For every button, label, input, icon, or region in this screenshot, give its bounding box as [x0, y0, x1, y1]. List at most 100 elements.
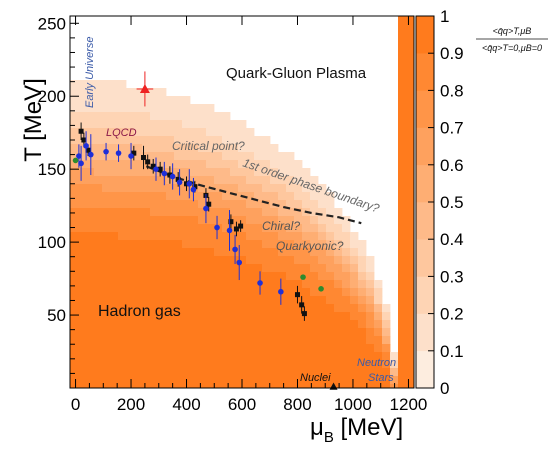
- heatmap-cell: [334, 360, 343, 369]
- heatmap-cell: [310, 296, 319, 305]
- heatmap-cell: [174, 136, 183, 145]
- heatmap-cell: [134, 264, 143, 273]
- heatmap-cell: [182, 360, 191, 369]
- data-point-circle: [232, 246, 238, 253]
- heatmap-cell: [286, 208, 295, 217]
- heatmap-cell: [190, 320, 199, 329]
- heatmap-cell: [254, 192, 263, 201]
- heatmap-cell: [318, 344, 327, 353]
- heatmap-cell: [318, 296, 327, 305]
- heatmap-cell: [270, 312, 279, 321]
- heatmap-cell: [102, 176, 111, 185]
- x-tick-label: 200: [117, 395, 145, 414]
- heatmap-cell: [70, 280, 79, 289]
- heatmap-cell: [318, 336, 327, 345]
- heatmap-cell: [166, 384, 175, 389]
- heatmap-cell: [326, 368, 335, 377]
- heatmap-cell: [214, 344, 223, 353]
- heatmap-cell: [406, 32, 415, 41]
- heatmap-cell: [270, 216, 279, 225]
- heatmap-cell: [358, 312, 367, 321]
- heatmap-cell: [78, 304, 87, 313]
- heatmap-cell: [118, 384, 127, 389]
- heatmap-cell: [214, 336, 223, 345]
- heatmap-cell: [326, 344, 335, 353]
- heatmap-cell: [86, 288, 95, 297]
- heatmap-cell: [190, 368, 199, 377]
- heatmap-cell: [158, 184, 167, 193]
- heatmap-cell: [278, 200, 287, 209]
- heatmap-cell: [342, 224, 351, 233]
- heatmap-cell: [302, 224, 311, 233]
- heatmap-cell: [318, 224, 327, 233]
- heatmap-cell: [118, 328, 127, 337]
- heatmap-cell: [230, 352, 239, 361]
- heatmap-cell: [358, 336, 367, 345]
- heatmap-cell: [190, 352, 199, 361]
- heatmap-cell: [166, 328, 175, 337]
- heatmap-cell: [358, 272, 367, 281]
- heatmap-cell: [398, 192, 407, 201]
- heatmap-cell: [94, 336, 103, 345]
- heatmap-cell: [94, 80, 103, 89]
- data-point-circle: [236, 259, 243, 266]
- heatmap-cell: [78, 120, 87, 129]
- heatmap-cell: [214, 144, 223, 153]
- heatmap-cell: [142, 376, 151, 385]
- heatmap-cell: [126, 184, 135, 193]
- heatmap-cell: [270, 240, 279, 249]
- heatmap-cell: [350, 232, 359, 241]
- heatmap-cell: [206, 264, 215, 273]
- heatmap-cell: [118, 144, 127, 153]
- heatmap-cell: [166, 256, 175, 265]
- heatmap-cell: [166, 248, 175, 257]
- heatmap-cell: [262, 320, 271, 329]
- heatmap-cell: [190, 336, 199, 345]
- heatmap-cell: [238, 152, 247, 161]
- heatmap-cell: [302, 376, 311, 385]
- data-point-circle: [169, 173, 176, 180]
- heatmap-cell: [270, 360, 279, 369]
- heatmap-cell: [358, 240, 367, 249]
- heatmap-cell: [110, 280, 119, 289]
- heatmap-cell: [166, 184, 175, 193]
- heatmap-cell: [334, 304, 343, 313]
- heatmap-cell: [350, 336, 359, 345]
- heatmap-cell: [222, 336, 231, 345]
- heatmap-cell: [262, 144, 271, 153]
- heatmap-cell: [182, 96, 191, 105]
- heatmap-cell: [326, 216, 335, 225]
- heatmap-cell: [190, 160, 199, 169]
- heatmap-cell: [214, 352, 223, 361]
- heatmap-cell: [70, 240, 79, 249]
- heatmap-cell: [302, 296, 311, 305]
- heatmap-cell: [126, 304, 135, 313]
- heatmap-cell: [94, 320, 103, 329]
- heatmap-cell: [230, 120, 239, 129]
- heatmap-cell: [302, 248, 311, 257]
- heatmap-cell: [238, 296, 247, 305]
- heatmap-cell: [342, 248, 351, 257]
- heatmap-cell: [198, 264, 207, 273]
- heatmap-cell: [206, 112, 215, 121]
- heatmap-cell: [278, 376, 287, 385]
- heatmap-cell: [198, 336, 207, 345]
- heatmap-cell: [94, 112, 103, 121]
- heatmap-cell: [278, 264, 287, 273]
- heatmap-cell: [398, 48, 407, 57]
- heatmap-cell: [270, 376, 279, 385]
- heatmap-cell: [86, 368, 95, 377]
- heatmap-cell: [86, 296, 95, 305]
- heatmap-cell: [126, 216, 135, 225]
- heatmap-cell: [286, 256, 295, 265]
- data-point-circle: [190, 186, 197, 193]
- heatmap-cell: [190, 296, 199, 305]
- heatmap-cell: [294, 224, 303, 233]
- heatmap-cell: [294, 280, 303, 289]
- heatmap-cell: [286, 176, 295, 185]
- heatmap-cell: [294, 296, 303, 305]
- heatmap-cell: [214, 304, 223, 313]
- heatmap-cell: [206, 376, 215, 385]
- data-point-circle: [153, 166, 159, 172]
- heatmap-cell: [102, 232, 111, 241]
